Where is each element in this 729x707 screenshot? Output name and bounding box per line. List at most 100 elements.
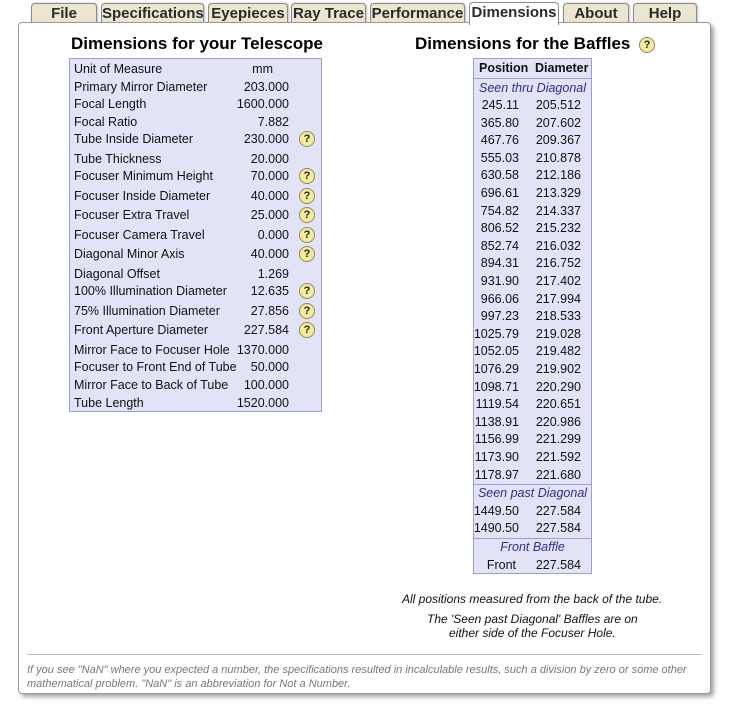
dim-value: 1.269 bbox=[257, 267, 289, 281]
baffle-diameter: 220.290 bbox=[535, 379, 581, 394]
dim-value: 1370.000 bbox=[236, 343, 289, 357]
baffle-diameter: 227.584 bbox=[535, 558, 581, 572]
dim-label: Unit of Measure bbox=[74, 62, 163, 76]
dim-label: Primary Mirror Diameter bbox=[74, 80, 208, 94]
tab-file[interactable]: File bbox=[31, 3, 97, 23]
baffle-position: 1449.50 bbox=[473, 504, 519, 518]
tab-specifications[interactable]: Specifications bbox=[101, 3, 204, 23]
dim-value: 25.000 bbox=[250, 208, 289, 222]
baffle-diameter: 220.986 bbox=[535, 414, 581, 429]
dim-label: Focuser Minimum Height bbox=[74, 169, 213, 183]
baffle-position: Front bbox=[486, 558, 516, 572]
dim-value: mm bbox=[252, 62, 273, 76]
baffle-diameter: 213.329 bbox=[535, 186, 581, 200]
baffle-position: 1490.50 bbox=[473, 521, 519, 535]
help-icon[interactable]: ? bbox=[299, 188, 315, 204]
baffle-diameter: 221.592 bbox=[535, 450, 581, 464]
dim-value: 0.000 bbox=[257, 228, 289, 242]
baffle-position: 1119.54 bbox=[475, 397, 519, 412]
dim-value: 12.635 bbox=[250, 284, 289, 298]
dim-label: Focuser Inside Diameter bbox=[74, 189, 211, 203]
help-icon[interactable]: ? bbox=[299, 246, 315, 262]
dim-label: Focuser Extra Travel bbox=[74, 208, 190, 222]
baffle-position: 931.90 bbox=[480, 274, 519, 288]
baffle-position: 245.11 bbox=[481, 98, 519, 112]
help-icon[interactable]: ? bbox=[299, 283, 315, 299]
baffles-title-text: Dimensions for the Baffles bbox=[415, 34, 631, 53]
dim-value: 40.000 bbox=[250, 189, 289, 203]
baffle-position: 1098.71 bbox=[473, 379, 519, 394]
baffle-diameter: 216.032 bbox=[535, 238, 581, 253]
tab-dimensions[interactable]: Dimensions bbox=[469, 2, 559, 25]
dim-value: 50.000 bbox=[250, 360, 289, 374]
baffle-diameter: 207.602 bbox=[535, 115, 581, 130]
baffles-dimensions-title: Dimensions for the Baffles ? bbox=[415, 34, 656, 54]
help-icon[interactable]: ? bbox=[299, 207, 315, 223]
baffles-table-header: Position Diameter bbox=[474, 59, 591, 79]
baffle-position: 1025.79 bbox=[473, 326, 519, 341]
baffle-position: 1156.99 bbox=[474, 432, 519, 447]
dim-value: 1600.000 bbox=[236, 97, 289, 111]
dim-label: Focuser Camera Travel bbox=[74, 228, 205, 242]
dim-value: 203.000 bbox=[243, 80, 289, 94]
help-icon[interactable]: ? bbox=[299, 322, 315, 338]
tab-ray-trace[interactable]: Ray Trace bbox=[291, 3, 366, 23]
telescope-dimensions-title: Dimensions for your Telescope bbox=[71, 34, 323, 53]
dim-label: 75% Illumination Diameter bbox=[74, 304, 220, 318]
baffle-diameter: 218.533 bbox=[535, 309, 581, 324]
baffle-diameter: 219.902 bbox=[535, 362, 581, 376]
dim-label: Focal Ratio bbox=[74, 115, 138, 129]
help-icon[interactable]: ? bbox=[299, 131, 315, 147]
baffle-diameter: 215.232 bbox=[535, 221, 581, 236]
baffles-help-icon[interactable]: ? bbox=[639, 36, 656, 53]
baffle-diameter: 205.512 bbox=[535, 98, 581, 112]
baffle-position: 806.52 bbox=[480, 221, 519, 236]
dim-value: 7.882 bbox=[257, 115, 289, 129]
baffle-position: 1052.05 bbox=[473, 344, 519, 359]
baffle-diameter: 221.680 bbox=[535, 467, 581, 482]
section-divider bbox=[474, 538, 591, 539]
tab-help[interactable]: Help bbox=[633, 3, 697, 23]
diameter-header: Diameter bbox=[535, 61, 589, 75]
tab-eyepieces[interactable]: Eyepieces bbox=[208, 3, 288, 23]
baffle-position: 1076.29 bbox=[473, 362, 519, 376]
baffles-table: Position Diameter Seen thru Diagonal 245… bbox=[473, 58, 592, 574]
dim-label: Focuser to Front End of Tube bbox=[74, 360, 237, 374]
positions-note: All positions measured from the back of … bbox=[402, 592, 663, 606]
dim-label: Tube Inside Diameter bbox=[74, 132, 194, 146]
baffle-position: 1178.97 bbox=[474, 467, 519, 482]
baffle-position: 852.74 bbox=[480, 238, 519, 253]
baffle-diameter: 217.402 bbox=[535, 274, 581, 288]
tab-about[interactable]: About bbox=[563, 3, 629, 23]
dim-label: Mirror Face to Focuser Hole bbox=[74, 343, 230, 357]
baffle-position: 754.82 bbox=[480, 203, 519, 218]
help-icon[interactable]: ? bbox=[299, 227, 315, 243]
baffle-position: 365.80 bbox=[480, 115, 519, 130]
dim-value: 20.000 bbox=[250, 152, 289, 166]
tab-performance[interactable]: Performance bbox=[370, 3, 465, 23]
baffle-diameter: 209.367 bbox=[535, 133, 581, 148]
dim-value: 227.584 bbox=[243, 323, 289, 337]
past-diagonal-note-line1: The 'Seen past Diagonal' Baffles are on bbox=[427, 612, 638, 626]
dim-label: Diagonal Offset bbox=[74, 267, 160, 281]
baffle-diameter: 219.028 bbox=[535, 326, 581, 341]
dim-label: Focal Length bbox=[74, 97, 147, 111]
baffle-diameter: 212.186 bbox=[535, 168, 581, 183]
tab-bar: File Specifications Eyepieces Ray Trace … bbox=[0, 0, 729, 25]
baffle-position: 467.76 bbox=[480, 133, 519, 148]
baffle-position: 997.23 bbox=[480, 309, 519, 324]
section-seen-thru-diagonal: Seen thru Diagonal bbox=[478, 81, 587, 95]
dim-value: 70.000 bbox=[250, 169, 289, 183]
baffle-diameter: 227.584 bbox=[535, 521, 581, 535]
dim-value: 230.000 bbox=[243, 132, 289, 146]
dim-label: Diagonal Minor Axis bbox=[74, 247, 185, 261]
dim-value: 1520.000 bbox=[236, 396, 289, 410]
dim-value: 40.000 bbox=[250, 247, 289, 261]
section-front-baffle: Front Baffle bbox=[500, 540, 565, 554]
help-icon[interactable]: ? bbox=[299, 303, 315, 319]
help-icon[interactable]: ? bbox=[299, 168, 315, 184]
baffle-diameter: 219.482 bbox=[535, 344, 581, 359]
dim-value: 100.000 bbox=[243, 378, 289, 392]
baffle-diameter: 221.299 bbox=[535, 432, 581, 447]
baffle-diameter: 216.752 bbox=[535, 256, 581, 271]
